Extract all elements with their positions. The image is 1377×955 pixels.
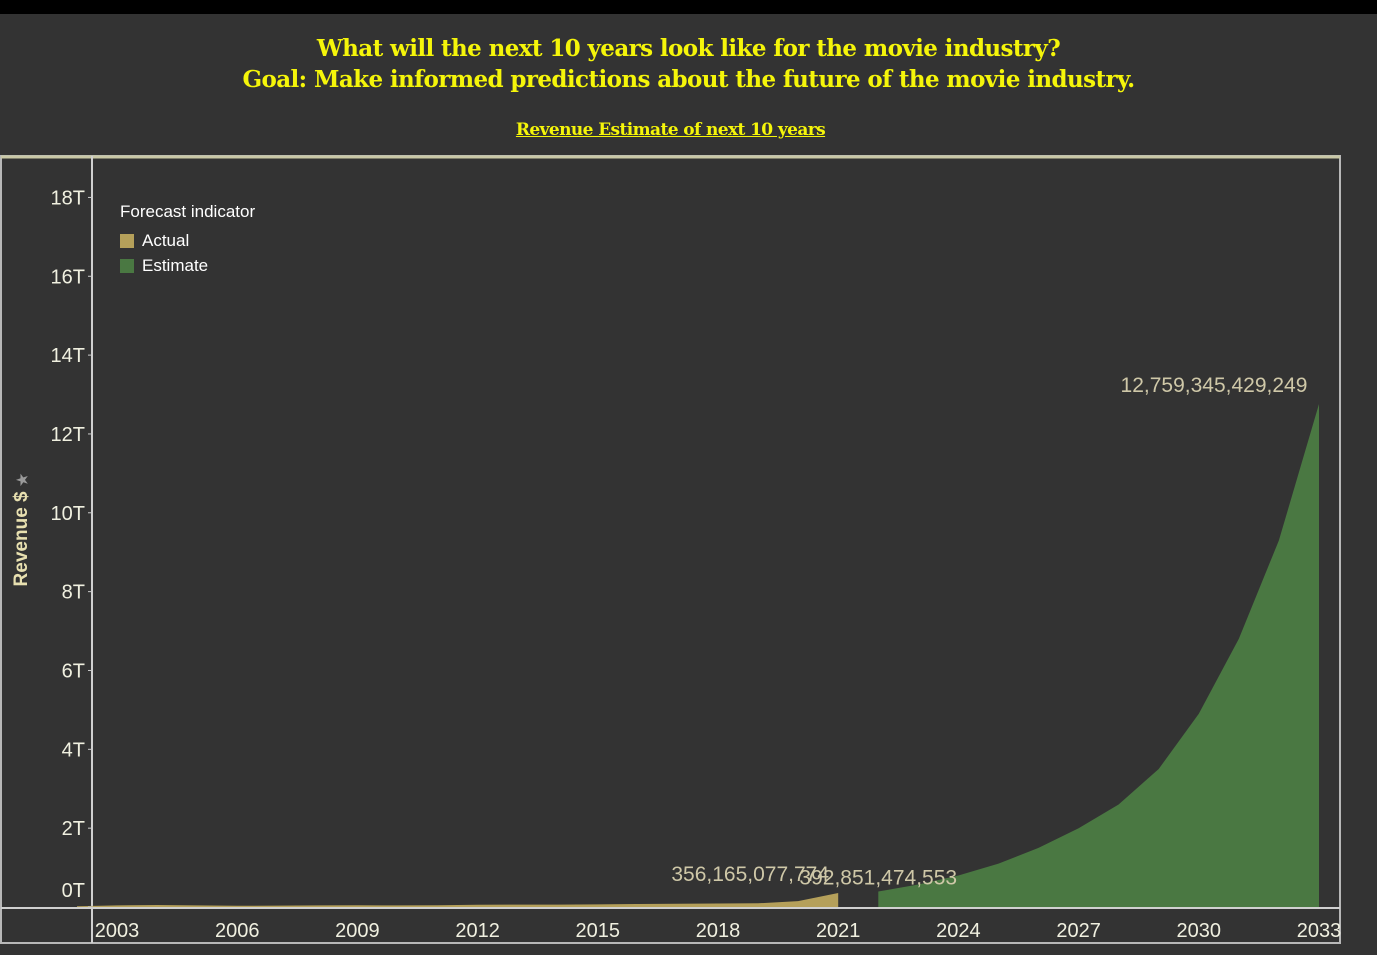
legend-swatch-actual	[120, 233, 134, 248]
y-tick-label: 2T	[62, 818, 85, 840]
area-actual[interactable]	[77, 893, 839, 907]
top-bar	[0, 0, 1377, 14]
data-label: 356,165,077,774	[671, 863, 829, 886]
y-tick-label: 18T	[51, 187, 85, 209]
chart-title: Revenue Estimate of next 10 years	[515, 120, 826, 140]
x-tick-label: 2015	[576, 920, 621, 942]
area-series	[77, 404, 1319, 907]
y-axis-label: Revenue $	[11, 491, 32, 587]
legend-title: Forecast indicator	[120, 202, 256, 221]
x-tick-label: 2003	[95, 920, 140, 942]
legend[interactable]: Forecast indicator Actual Estimate	[120, 202, 255, 278]
x-tick-label: 2027	[1056, 920, 1101, 942]
y-tick-label: 4T	[62, 739, 85, 761]
x-tick-label: 2009	[335, 920, 380, 942]
area-estimate[interactable]	[878, 404, 1319, 907]
y-tick-label: 0T	[62, 880, 85, 902]
y-tick-label: 10T	[51, 503, 85, 525]
legend-label-actual: Actual	[142, 230, 190, 250]
x-tick-label: 2012	[455, 920, 500, 942]
legend-swatch-estimate	[120, 258, 134, 273]
y-tick-label: 8T	[62, 582, 85, 604]
y-tick-label: 12T	[51, 424, 85, 446]
x-tick-label: 2030	[1177, 920, 1222, 942]
data-label: 392,851,474,553	[799, 867, 957, 890]
page-goal: Goal: Make informed predictions about th…	[242, 66, 1135, 93]
x-tick-label: 2018	[696, 920, 741, 942]
x-tick-label: 2024	[936, 920, 981, 942]
y-axis: 0T 2T 4T 6T 8T 10T 12T 14T 16T 18T	[51, 187, 93, 908]
legend-item-estimate[interactable]: Estimate	[120, 253, 255, 278]
pin-icon[interactable]: ★	[14, 473, 30, 487]
chart-frame	[0, 155, 1341, 944]
y-tick-label: 16T	[51, 266, 85, 288]
x-tick-label: 2006	[215, 920, 260, 942]
y-tick-label: 14T	[51, 345, 85, 367]
page-title: What will the next 10 years look like fo…	[316, 35, 1061, 62]
y-axis-title[interactable]: Revenue $ ★	[11, 474, 33, 587]
x-tick-label: 2033	[1297, 920, 1342, 942]
legend-label-estimate: Estimate	[142, 255, 209, 275]
legend-item-actual[interactable]: Actual	[120, 228, 255, 253]
y-tick-label: 6T	[62, 660, 85, 682]
x-tick-label: 2021	[816, 920, 861, 942]
x-axis: 2003 2006 2009 2012 2015 2018 2021 2024 2027 2030…	[95, 920, 1341, 942]
data-label: 12,759,345,429,249	[1121, 374, 1308, 397]
